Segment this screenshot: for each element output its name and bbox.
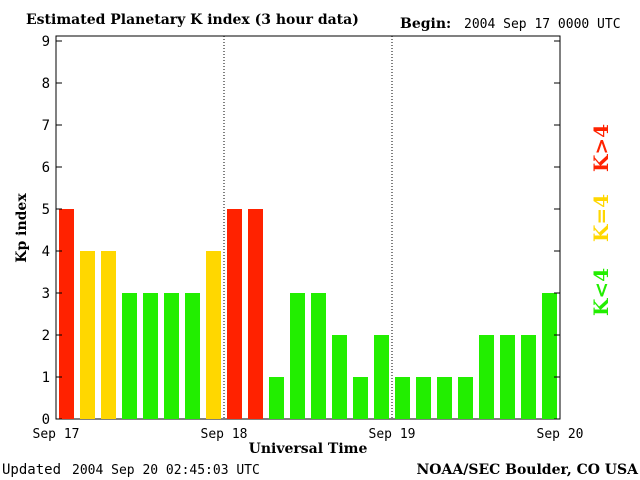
x-day-label: Sep 17 [33,427,80,442]
source-credit: NOAA/SEC Boulder, CO USA [417,462,640,478]
kp-bar [437,377,452,419]
y-tick-label: 7 [42,118,50,134]
kp-bar [143,293,158,419]
kp-bar [122,293,137,419]
begin-label: Begin: [400,16,451,32]
y-tick-label: 0 [42,412,50,428]
x-day-label: Sep 19 [369,427,416,442]
legend-k-below-4: K<4 [589,268,613,316]
y-tick-label: 9 [42,34,50,50]
y-axis-label: Kp index [14,193,30,263]
y-tick-label: 5 [42,202,50,218]
plot-frame [55,35,561,420]
kp-bar [458,377,473,419]
begin-value: 2004 Sep 17 0000 UTC [464,17,621,32]
kp-bar [101,251,116,419]
y-tick-label: 6 [42,160,50,176]
x-axis-labels: Sep 17 Sep 18 Sep 19 Sep 20 [33,427,584,442]
kp-bar [500,335,515,419]
y-tick-label: 1 [42,370,50,386]
y-tick-label: 4 [42,244,50,260]
x-day-label: Sep 20 [537,427,584,442]
kp-bar [248,209,263,419]
kp-bar [227,209,242,419]
kp-bar [353,377,368,419]
kp-bar [311,293,326,419]
bars [59,209,557,419]
kp-bar [185,293,200,419]
y-tick-label: 2 [42,328,50,344]
kp-bar [269,377,284,419]
kp-bar [479,335,494,419]
kp-bar [164,293,179,419]
kp-bar [332,335,347,419]
y-tick-label: 3 [42,286,50,302]
kp-bar [290,293,305,419]
y-axis-ticks: 0 1 2 3 4 5 6 7 8 9 [42,34,560,428]
kp-bar [374,335,389,419]
kp-bar [395,377,410,419]
x-day-label: Sep 18 [201,427,248,442]
chart-title: Estimated Planetary K index (3 hour data… [26,12,359,28]
kp-bar [416,377,431,419]
x-axis-label: Universal Time [249,441,368,457]
kp-bar [59,209,74,419]
kp-bar [542,293,557,419]
kp-bar [80,251,95,419]
kp-bar [521,335,536,419]
legend-k-above-4: K>4 [589,124,613,172]
y-tick-label: 8 [42,76,50,92]
day-dividers [223,36,393,419]
kp-bar [206,251,221,419]
updated-label: Updated [2,462,61,478]
legend-k-equal-4: K=4 [589,194,613,242]
updated-value: 2004 Sep 20 02:45:03 UTC [72,463,260,478]
